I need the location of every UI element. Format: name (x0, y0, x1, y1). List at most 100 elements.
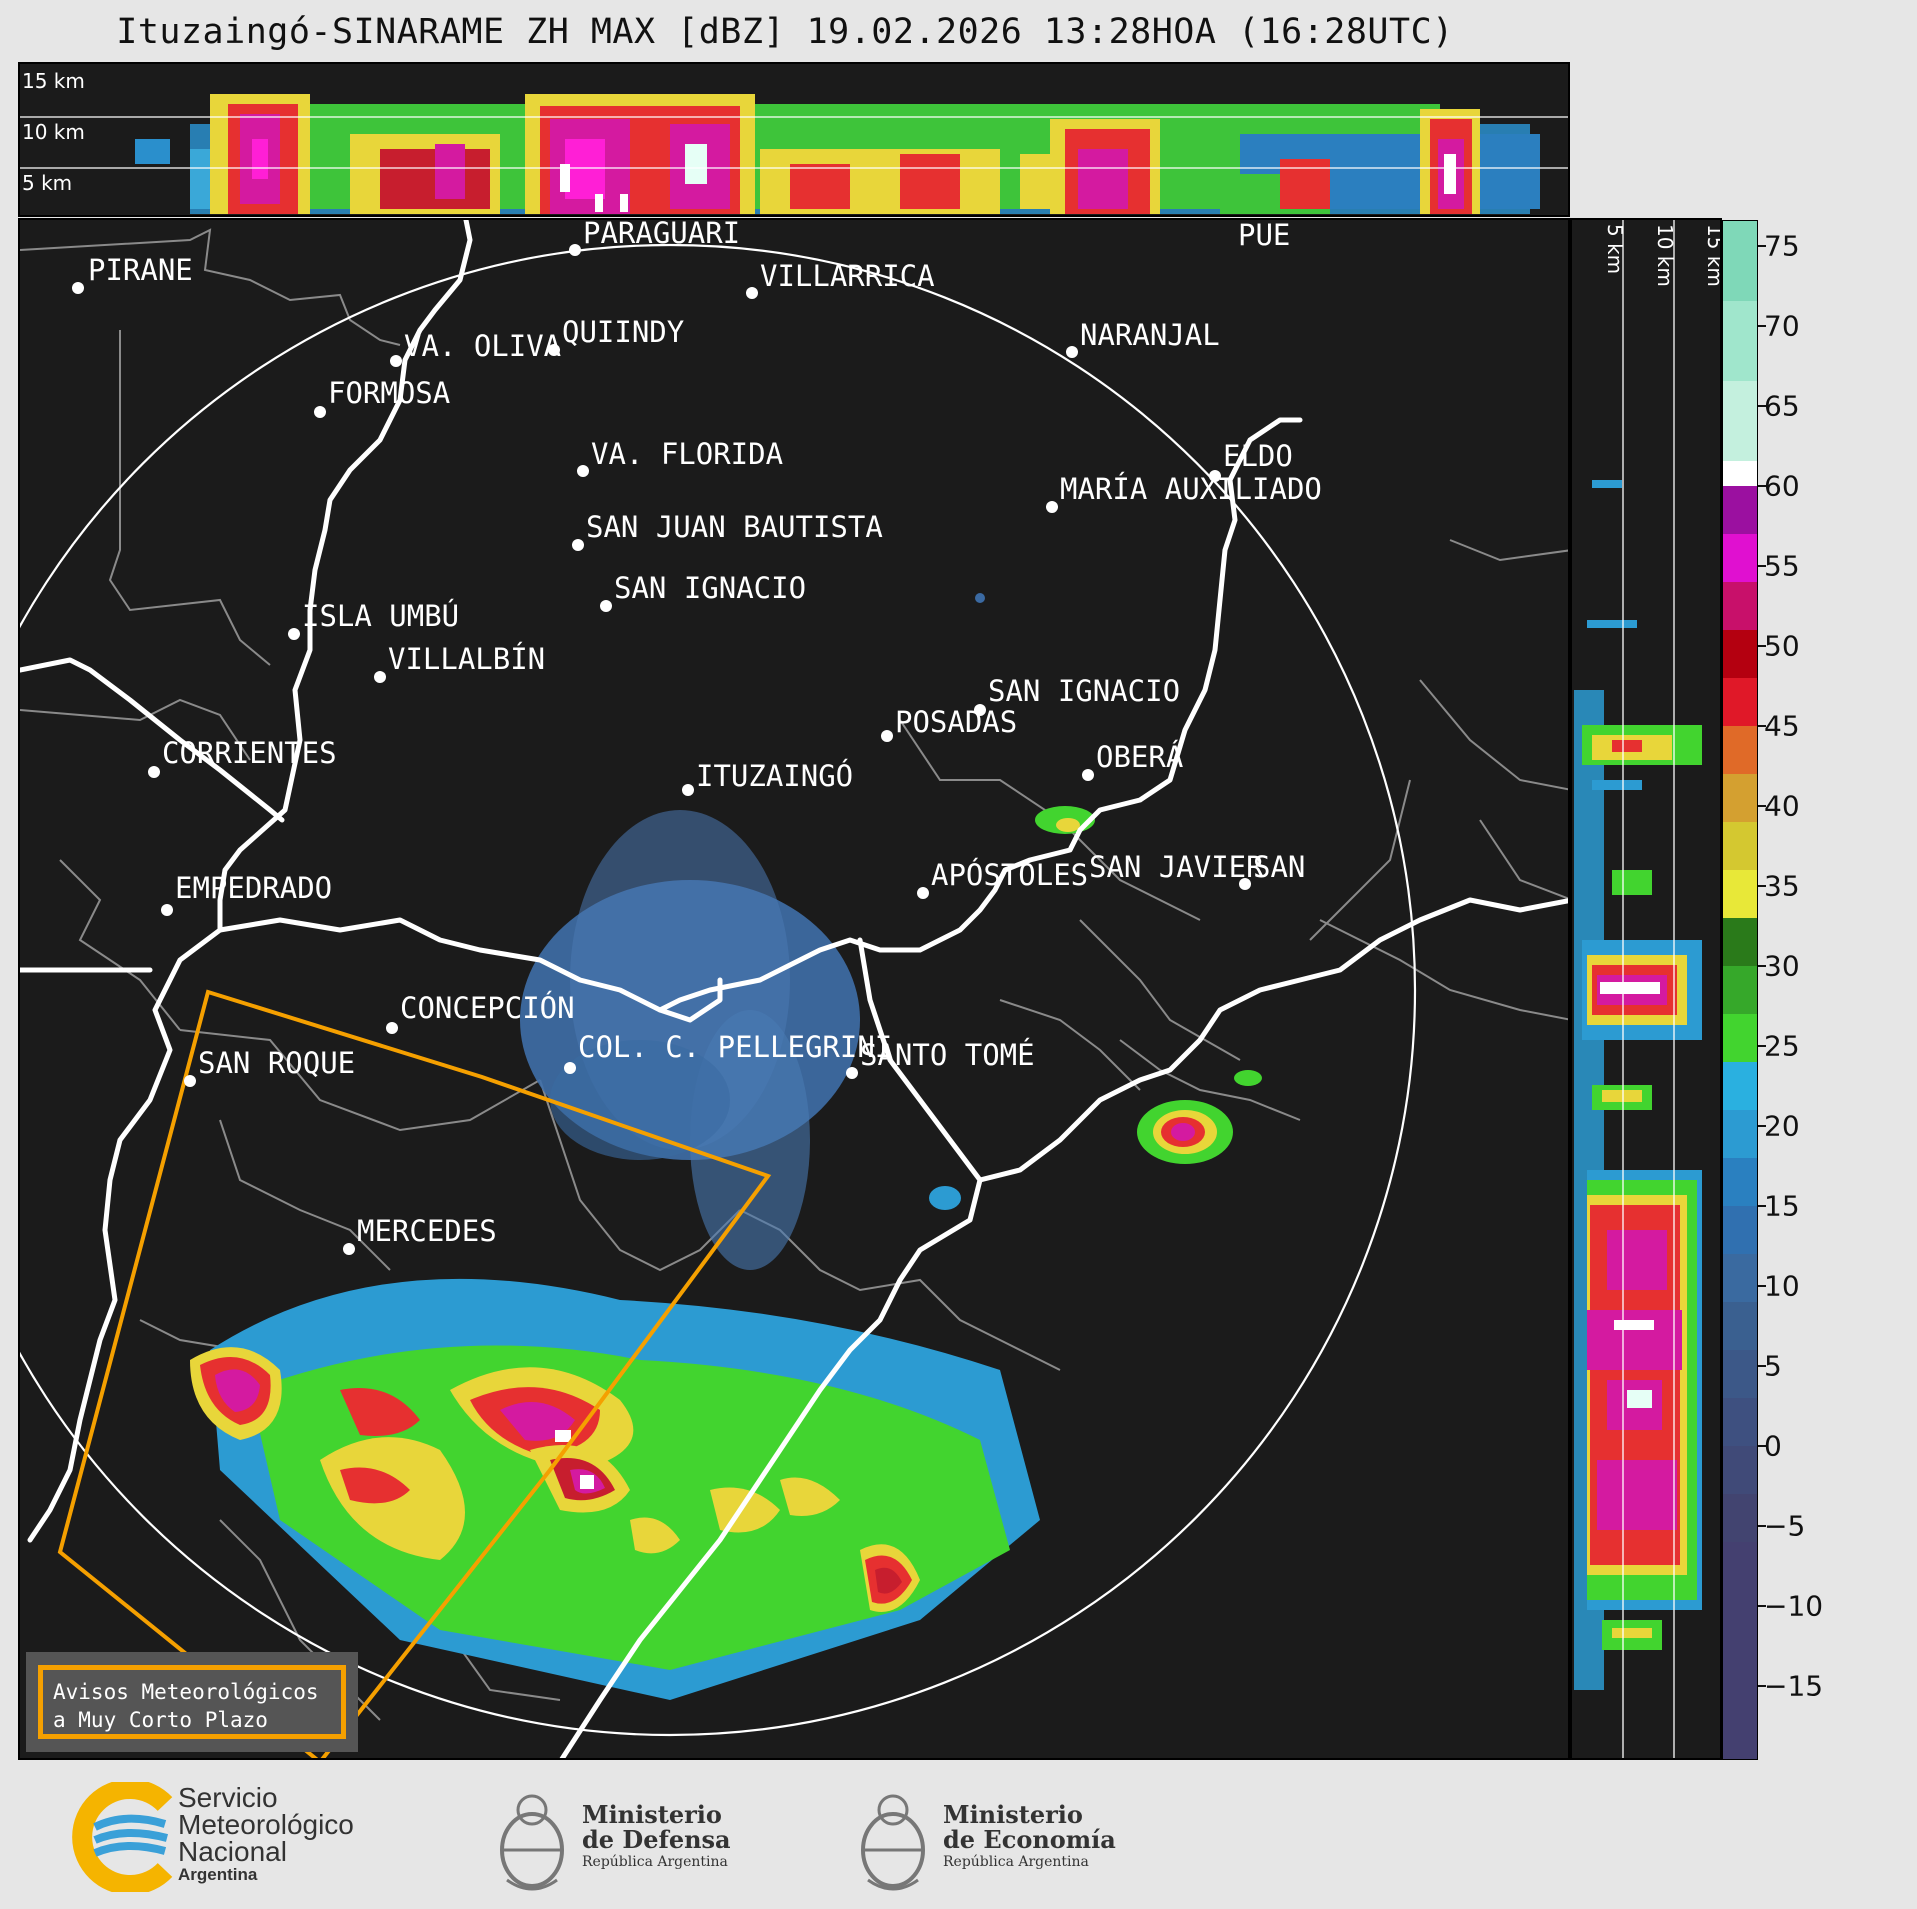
tick-mark (1758, 1205, 1766, 1207)
tick-label-50: 50 (1764, 629, 1800, 663)
top-cross-section-svg: 15 km 10 km 5 km (20, 69, 1568, 214)
tick-mark (1758, 1605, 1766, 1607)
rivers-borders (20, 220, 1568, 1758)
tick-label-55: 55 (1764, 549, 1800, 583)
tick-mark (1758, 1685, 1766, 1687)
warning-legend-line2: a Muy Corto Plazo (53, 1708, 268, 1732)
city-label: ELDO (1223, 439, 1293, 473)
tick-mark (1758, 1125, 1766, 1127)
city-label: SAN ROQUE (198, 1046, 355, 1080)
city-label: SAN IGNACIO (614, 571, 806, 605)
tick-label-70: 70 (1764, 309, 1800, 343)
warning-legend-line1: Avisos Meteorológicos (53, 1680, 319, 1704)
economia-line1: Ministerio (943, 1800, 1083, 1829)
city-label: APÓSTOLES (931, 858, 1088, 892)
city-label: OBERÁ (1096, 740, 1183, 774)
city-labels: PIRANE PARAGUARÍ VILLARRICA PUE QUIINDY … (88, 220, 1322, 1248)
city-label: SANTO TOMÉ (860, 1038, 1035, 1072)
city-label: VA. OLIVA (404, 329, 561, 363)
city-label: CONCEPCIÓN (400, 991, 575, 1025)
city-label: CORRIENTES (162, 736, 337, 770)
city-label: VA. FLORIDA (591, 437, 783, 471)
tick-mark (1758, 885, 1766, 887)
tick-label-20: 20 (1764, 1109, 1800, 1143)
top-alt-label-10: 10 km (22, 120, 85, 144)
tick-label-60: 60 (1764, 469, 1800, 503)
city-label: COL. C. PELLEGRINI (578, 1030, 892, 1064)
defensa-seal-icon (500, 1794, 564, 1891)
top-echo-cells (135, 94, 1540, 214)
city-label: PARAGUARÍ (583, 220, 740, 250)
tick-label-40: 40 (1764, 789, 1800, 823)
tick-mark (1758, 485, 1766, 487)
chart-title: Ituzaingó-SINARAME ZH MAX [dBZ] 19.02.20… (116, 12, 1454, 52)
side-cross-section-panel: 5 km 10 km 15 km (1570, 218, 1722, 1760)
top-alt-label-5: 5 km (22, 171, 72, 195)
tick-mark (1758, 565, 1766, 567)
defensa-line2: de Defensa (582, 1825, 731, 1854)
city-label: EMPEDRADO (175, 871, 332, 905)
defensa-line3: República Argentina (582, 1854, 728, 1870)
tick-label-15: 15 (1764, 1189, 1800, 1223)
tick-label-10: 10 (1764, 1269, 1800, 1303)
tick-mark (1758, 1285, 1766, 1287)
defensa-line1: Ministerio (582, 1800, 722, 1829)
city-label: NARANJAL (1080, 318, 1220, 352)
city-label: SAN JAVIER (1089, 850, 1264, 884)
city-label: ITUZAINGÓ (696, 759, 853, 793)
city-label: MERCEDES (357, 1214, 497, 1248)
city-label: VILLALBÍN (388, 642, 545, 676)
smn-line4: Argentina (178, 1865, 258, 1884)
tick-mark (1758, 645, 1766, 647)
tick-label-0: 0 (1764, 1429, 1782, 1463)
smn-line3: Nacional (178, 1836, 287, 1867)
tick-label-30: 30 (1764, 949, 1800, 983)
warning-legend-box: Avisos Meteorológicos a Muy Corto Plazo (26, 1652, 358, 1752)
radar-map-svg: PIRANE PARAGUARÍ VILLARRICA PUE QUIINDY … (20, 220, 1568, 1758)
tick-label-75: 75 (1764, 229, 1800, 263)
defensa-logo-text: Ministerio de Defensa República Argentin… (582, 1802, 731, 1872)
economia-line3: República Argentina (943, 1854, 1089, 1870)
tick-label-65: 65 (1764, 389, 1800, 423)
side-cross-section-svg: 5 km 10 km 15 km (1574, 220, 1722, 1758)
top-alt-label-15: 15 km (22, 69, 85, 93)
city-label: POSADAS (895, 705, 1017, 739)
tick-label-45: 45 (1764, 709, 1800, 743)
tick-mark (1758, 405, 1766, 407)
smn-line2: Meteorológico (178, 1809, 354, 1840)
tick-mark (1758, 965, 1766, 967)
tick-mark (1758, 1365, 1766, 1367)
city-label: SAN (1253, 850, 1305, 884)
tick-label-5: 5 (1764, 1349, 1782, 1383)
city-markers (72, 244, 1251, 1255)
city-label: QUIINDY (562, 315, 684, 349)
city-label: FORMOSA (328, 376, 450, 410)
tick-label-25: 25 (1764, 1029, 1800, 1063)
economia-logo-text: Ministerio de Economía República Argenti… (943, 1802, 1116, 1872)
radar-map-panel: PIRANE PARAGUARÍ VILLARRICA PUE QUIINDY … (18, 218, 1570, 1760)
city-label: VILLARRICA (760, 259, 935, 293)
dbz-colorbar (1722, 220, 1758, 1760)
city-label: SAN JUAN BAUTISTA (586, 510, 883, 544)
tick-mark (1758, 805, 1766, 807)
side-echo-cells (1574, 480, 1702, 1690)
colorbar-svg (1723, 221, 1757, 1759)
warning-polygon (57, 989, 772, 1758)
tick-mark (1758, 325, 1766, 327)
tick-mark (1758, 725, 1766, 727)
tick-label-minus15: −15 (1764, 1669, 1824, 1703)
side-alt-label-15: 15 km (1703, 224, 1722, 287)
smn-logo-text: Servicio Meteorológico Nacional Argentin… (178, 1784, 354, 1885)
city-label: SAN IGNACIO (988, 674, 1180, 708)
smn-logo-icon (72, 1782, 173, 1892)
side-alt-label-5: 5 km (1603, 224, 1627, 274)
eastern-cells (929, 593, 1262, 1210)
economia-line2: de Economía (943, 1825, 1116, 1854)
smn-line1: Servicio (178, 1782, 278, 1813)
tick-mark (1758, 1445, 1766, 1447)
side-alt-label-10: 10 km (1653, 224, 1677, 287)
city-label: MARÍA AUXILIADO (1060, 472, 1322, 506)
economia-seal-icon (861, 1794, 925, 1891)
storm-band (190, 1278, 1040, 1700)
tick-mark (1758, 1045, 1766, 1047)
